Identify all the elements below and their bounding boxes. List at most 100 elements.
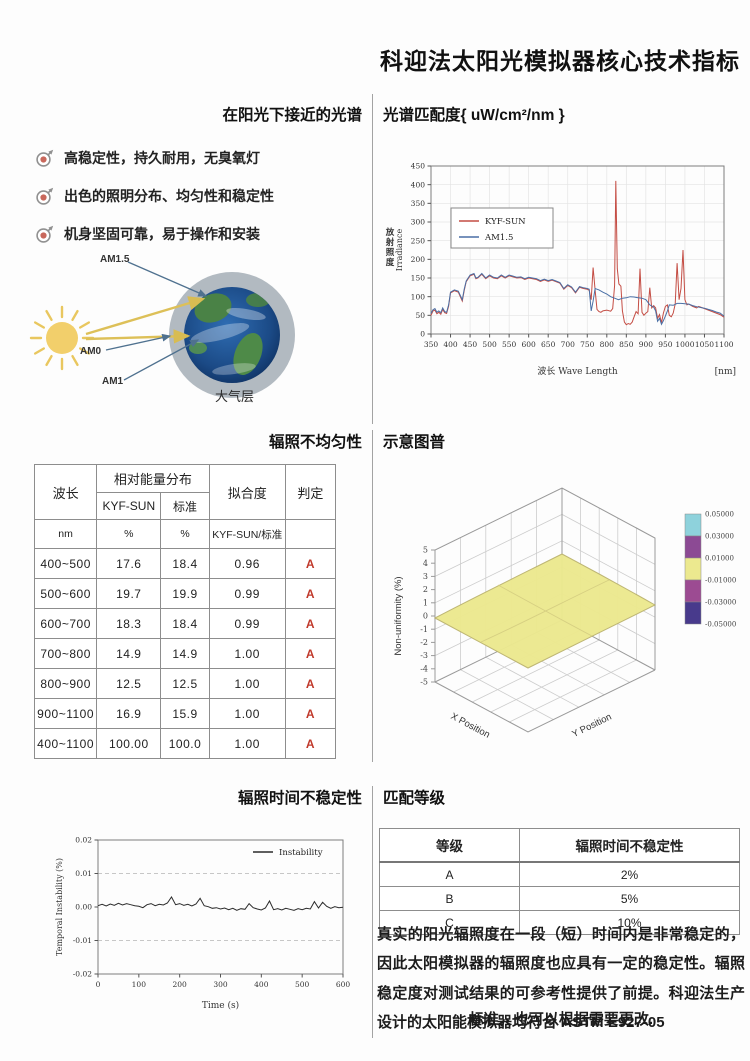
y-tick-label: 450 [411, 162, 426, 171]
section-header-uniformity-right: 示意图普 [383, 434, 446, 451]
colorbar-segment [684, 579, 702, 603]
z-tick-label: 2 [423, 585, 428, 594]
x-tick-label: 500 [295, 980, 310, 989]
y-axis-label: Irradiance [395, 229, 404, 272]
wall-grid [434, 540, 563, 604]
am0-label: AM0 [80, 346, 102, 357]
y-tick-label: 200 [411, 255, 426, 264]
x-axis-label: 波长 Wave Length [537, 365, 617, 377]
table-cell: 0.99 [208, 608, 286, 639]
table-row: B 5% [379, 886, 740, 911]
table-cell: 19.7 [96, 578, 162, 609]
target-arrow-icon [36, 149, 54, 167]
y-tick-label: 0.00 [75, 903, 92, 912]
feature-bullet-label: 机身坚固可靠，易于操作和安装 [64, 226, 260, 242]
colorbar-segment [684, 601, 702, 625]
description-paragraph: 真实的阳光辐照度在一段（短）时间内是非常稳定的，因此太阳模拟器的辐照度也应具有一… [377, 926, 745, 1031]
sun-ray [71, 354, 79, 367]
z-tick-label: 0 [423, 612, 428, 621]
z-tick-label: 1 [423, 598, 428, 607]
energy-distribution-table: 波长 相对能量分布 拟合度 判定 KYF-SUN 标准 nm % % KYF-S… [33, 464, 337, 759]
table-row: A 2% [379, 861, 740, 887]
instability-chart: 0 100 200 300 400 500 600 0.02 0.01 0.00 -0.01 -0.0… [55, 836, 350, 1011]
colorbar-label: -0.01000 [705, 577, 736, 585]
feature-bullet-label: 高稳定性，持久耐用，无臭氧灯 [64, 150, 260, 166]
description-paragraph-last-line: 标准，也可以根据需要更改. [468, 1011, 654, 1028]
series-line-AM1.5 [430, 272, 725, 326]
table-cell: 0.96 [208, 548, 286, 579]
sun-beam [85, 296, 206, 336]
colorbar-label: -0.05000 [705, 621, 736, 629]
judge-cell: A [284, 728, 337, 759]
x-tick-label: 450 [463, 340, 478, 349]
y-tick-label: -0.01 [73, 936, 92, 945]
y-tick-label: 0.01 [75, 869, 92, 878]
non-uniformity-3d-plot: 5 4 3 2 1 0 -1 -2 -3 -4 -5 Non-uniformity (%) X Po… [393, 487, 736, 741]
judge-cell: A [284, 698, 337, 729]
col-header-energy: 相对能量分布 [96, 464, 210, 493]
table-row: 600~700 18.3 18.4 0.99 A [33, 608, 337, 639]
am1-label: AM1 [102, 376, 124, 387]
table-cell: 100.00 [96, 728, 162, 759]
am15-label: AM1.5 [100, 254, 130, 265]
table-cell: 14.9 [96, 638, 162, 669]
plot-border [97, 839, 344, 975]
judge-cell: A [284, 608, 337, 639]
floor-grid [490, 649, 618, 713]
sun-ray [78, 347, 91, 355]
x-tick-label: 750 [580, 340, 595, 349]
section-header-stability-left: 辐照时间不稳定性 [237, 790, 362, 807]
colorbar-label: 0.01000 [705, 555, 734, 563]
col-header-wavelength: 波长 [33, 464, 98, 520]
z-tick-label: 4 [423, 559, 428, 568]
col-header-fit: 拟合度 [208, 464, 286, 520]
table-cell: 1.00 [208, 638, 286, 669]
y-tick-label: -0.02 [73, 970, 92, 979]
table-cell: 12.5 [96, 668, 162, 699]
x-tick-label: 300 [213, 980, 228, 989]
wall-grid [561, 540, 656, 592]
table-cell: 400~1100 [33, 728, 98, 759]
table-cell: 1.00 [208, 728, 286, 759]
x-axis-label: Time (s) [202, 1000, 239, 1011]
grade-col-header: 辐照时间不稳定性 [519, 828, 740, 863]
table-cell: 2% [519, 861, 740, 887]
sun-ray [45, 354, 53, 367]
y-axis-label: Temporal Instability (%) [55, 858, 64, 956]
sun-ray [33, 321, 46, 329]
column-divider [372, 94, 373, 424]
x-tick-label: 700 [561, 340, 576, 349]
table-row: 400~1100 100.00 100.0 1.00 A [33, 728, 337, 759]
sun-ray [71, 309, 79, 322]
table-cell: B [379, 886, 520, 911]
wall-grid [561, 514, 656, 565]
feature-bullet-label: 出色的照明分布、均匀性和稳定性 [64, 188, 274, 204]
x-tick-label: 800 [600, 340, 615, 349]
table-cell: 800~900 [33, 668, 98, 699]
target-arrow-icon [36, 187, 54, 205]
table-row: 700~800 14.9 14.9 1.00 A [33, 638, 337, 669]
z-tick-label: -1 [420, 625, 428, 634]
colorbar-legend: 0.05000 0.03000 0.01000 -0.01000 -0.03000 -0.… [684, 511, 736, 629]
x-tick-label: 1100 [714, 340, 733, 349]
table-cell: 18.4 [160, 608, 210, 639]
y-axis-label-cjk: 度 [386, 257, 395, 267]
z-tick-label: -4 [420, 664, 428, 673]
target-arrow-icon [36, 225, 54, 243]
table-cell: 16.9 [96, 698, 162, 729]
z-tick-label: 5 [423, 546, 428, 555]
table-cell: 700~800 [33, 638, 98, 669]
y-tick-label: 350 [411, 199, 426, 208]
table-row: 900~1100 16.9 15.9 1.00 A [33, 698, 337, 729]
colorbar-label: 0.03000 [705, 533, 734, 541]
x-tick-label: 550 [502, 340, 517, 349]
air-mass-illustration: AM1.5 AM0 AM1 大气层 [29, 254, 295, 404]
unit-cell: % [96, 519, 162, 549]
x-tick-label: 850 [619, 340, 634, 349]
legend-label: AM1.5 [484, 233, 513, 243]
floor-grid [472, 639, 600, 703]
z-tick-label: -2 [420, 638, 428, 647]
floor-grid [509, 659, 637, 723]
unit-cell: nm [33, 519, 98, 549]
colorbar-segment [684, 535, 702, 559]
